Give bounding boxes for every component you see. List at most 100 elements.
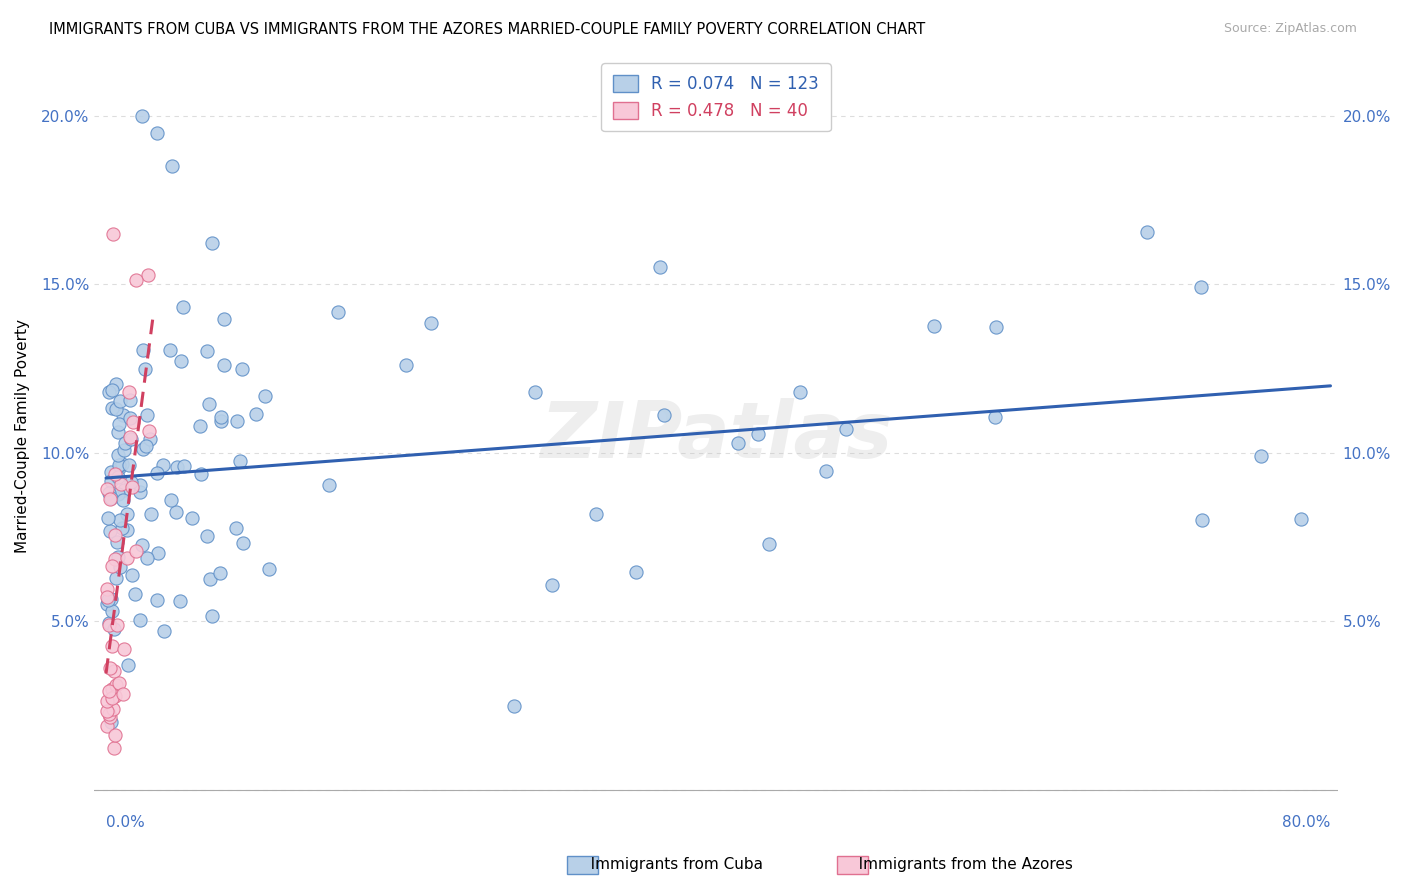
Point <box>152 458 174 472</box>
Point <box>121 568 143 582</box>
Point <box>107 487 129 501</box>
Point <box>257 562 280 576</box>
Point <box>120 432 142 446</box>
Point <box>188 419 211 434</box>
Point <box>118 410 141 425</box>
Point <box>98 661 121 675</box>
Point <box>104 728 127 742</box>
Point <box>231 362 253 376</box>
Point <box>108 417 131 432</box>
Point <box>834 422 856 436</box>
Point <box>585 508 607 522</box>
Point <box>112 483 135 498</box>
Point <box>652 409 675 423</box>
Point <box>97 707 120 722</box>
Point <box>170 353 193 368</box>
Text: Source: ZipAtlas.com: Source: ZipAtlas.com <box>1223 22 1357 36</box>
Point <box>96 704 118 718</box>
Point <box>195 529 218 543</box>
Point <box>118 392 141 407</box>
Point <box>984 410 1007 425</box>
Point <box>108 461 131 475</box>
Point <box>541 577 564 591</box>
Point <box>108 458 131 473</box>
Point <box>209 566 232 581</box>
Point <box>758 537 780 551</box>
Point <box>112 642 135 657</box>
Point <box>232 536 254 550</box>
Point <box>201 608 224 623</box>
Point <box>114 435 136 450</box>
Text: Immigrants from the Azores: Immigrants from the Azores <box>844 857 1073 872</box>
Point <box>121 480 143 494</box>
Point <box>789 385 811 400</box>
Point <box>105 617 128 632</box>
Point <box>624 565 647 579</box>
Point <box>104 552 127 566</box>
FancyBboxPatch shape <box>837 856 868 874</box>
Point <box>107 470 129 484</box>
Point <box>103 740 125 755</box>
Point <box>118 385 141 400</box>
Point <box>924 318 946 333</box>
Point <box>98 524 121 538</box>
Point <box>165 505 187 519</box>
Point <box>814 464 837 478</box>
Text: Immigrants from Cuba: Immigrants from Cuba <box>576 857 763 872</box>
Point <box>101 383 124 397</box>
Point <box>115 524 138 538</box>
Point <box>136 408 159 422</box>
Point <box>105 571 128 585</box>
Point <box>121 416 143 430</box>
Point <box>100 466 122 480</box>
Text: 0.0%: 0.0% <box>105 814 145 830</box>
Point <box>328 305 350 319</box>
Point <box>100 474 122 488</box>
Legend: R = 0.074   N = 123, R = 0.478   N = 40: R = 0.074 N = 123, R = 0.478 N = 40 <box>602 63 831 131</box>
Point <box>107 425 129 439</box>
Point <box>209 410 232 425</box>
Point <box>1191 513 1213 527</box>
Point <box>160 492 183 507</box>
Point <box>112 492 135 507</box>
Point <box>97 592 120 607</box>
Point <box>212 358 235 372</box>
Point <box>101 690 124 705</box>
Point <box>146 593 169 607</box>
Point <box>100 558 122 573</box>
Point <box>104 467 127 481</box>
Point <box>111 687 134 701</box>
Point <box>118 458 141 472</box>
Point <box>104 401 127 416</box>
Point <box>108 393 131 408</box>
Point <box>105 376 128 391</box>
Point <box>104 690 127 704</box>
Point <box>226 414 249 428</box>
Point <box>153 624 176 638</box>
Point <box>105 535 128 549</box>
Point <box>181 511 204 525</box>
Point <box>104 527 127 541</box>
Point <box>96 482 118 496</box>
Point <box>105 678 128 692</box>
Point <box>132 343 155 358</box>
Y-axis label: Married-Couple Family Poverty: Married-Couple Family Poverty <box>15 319 30 553</box>
Point <box>190 467 212 481</box>
Point <box>107 449 129 463</box>
Point <box>108 513 131 527</box>
Point <box>135 550 157 565</box>
Point <box>146 467 169 481</box>
Point <box>111 458 134 472</box>
Point <box>120 475 142 489</box>
Point <box>125 273 148 287</box>
Point <box>118 430 141 444</box>
Point <box>103 227 125 241</box>
Point <box>117 658 139 673</box>
Point <box>111 521 134 535</box>
Point <box>318 478 340 492</box>
Point <box>138 268 160 282</box>
Point <box>1136 225 1159 239</box>
Point <box>201 235 224 250</box>
Point <box>98 491 121 506</box>
Point <box>100 491 122 506</box>
